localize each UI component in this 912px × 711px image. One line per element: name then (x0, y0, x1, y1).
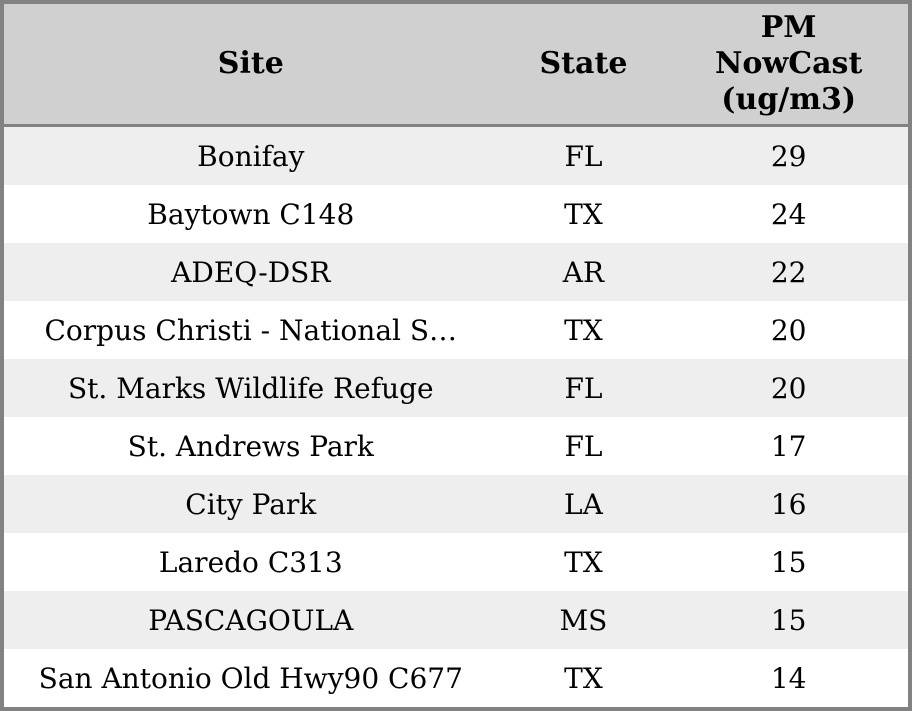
state-cell: AR (562, 255, 605, 289)
table-row: Corpus Christi - National S… TX 20 (4, 301, 908, 359)
pm-value-cell: 24 (770, 197, 807, 231)
table-row: City Park LA 16 (4, 475, 908, 533)
site-cell: San Antonio Old Hwy90 C677 (38, 661, 463, 695)
site-cell: City Park (185, 487, 317, 521)
column-header-state: State (539, 46, 628, 81)
site-cell: Bonifay (197, 139, 305, 173)
pm-value-cell: 15 (770, 603, 807, 637)
state-cell: TX (564, 545, 603, 579)
pm-value-cell: 29 (770, 139, 807, 173)
pm-value-cell: 22 (770, 255, 807, 289)
table-row: ADEQ-DSR AR 22 (4, 243, 908, 301)
site-cell: St. Andrews Park (127, 429, 374, 463)
site-cell: Corpus Christi - National S… (44, 313, 458, 347)
column-header-site: Site (217, 46, 284, 81)
state-cell: FL (564, 371, 603, 405)
pm-value-cell: 20 (770, 371, 807, 405)
state-cell: TX (564, 661, 603, 695)
table-row: Bonifay FL 29 (4, 127, 908, 185)
site-cell: ADEQ-DSR (171, 255, 331, 289)
pm-value-cell: 20 (770, 313, 807, 347)
site-cell: Laredo C313 (158, 545, 343, 579)
state-cell: MS (559, 603, 608, 637)
table-body: Bonifay FL 29 Baytown C148 TX 24 ADEQ-DS… (4, 127, 908, 707)
site-cell: St. Marks Wildlife Refuge (67, 371, 434, 405)
state-cell: FL (564, 139, 603, 173)
table-row: San Antonio Old Hwy90 C677 TX 14 (4, 649, 908, 707)
table-row: Laredo C313 TX 15 (4, 533, 908, 591)
table-row: St. Andrews Park FL 17 (4, 417, 908, 475)
site-cell: PASCAGOULA (148, 603, 354, 637)
state-cell: LA (564, 487, 603, 521)
state-cell: TX (564, 313, 603, 347)
pm-value-cell: 17 (770, 429, 807, 463)
table-row: Baytown C148 TX 24 (4, 185, 908, 243)
table-header-row: Site State PM NowCast (ug/m3) (4, 4, 908, 127)
pm-value-cell: 14 (770, 661, 807, 695)
pm-value-cell: 15 (770, 545, 807, 579)
site-cell: Baytown C148 (147, 197, 355, 231)
table-row: PASCAGOULA MS 15 (4, 591, 908, 649)
table-row: St. Marks Wildlife Refuge FL 20 (4, 359, 908, 417)
state-cell: TX (564, 197, 603, 231)
pm-value-cell: 16 (770, 487, 807, 521)
column-header-pm-nowcast: PM NowCast (ug/m3) (714, 10, 863, 117)
state-cell: FL (564, 429, 603, 463)
